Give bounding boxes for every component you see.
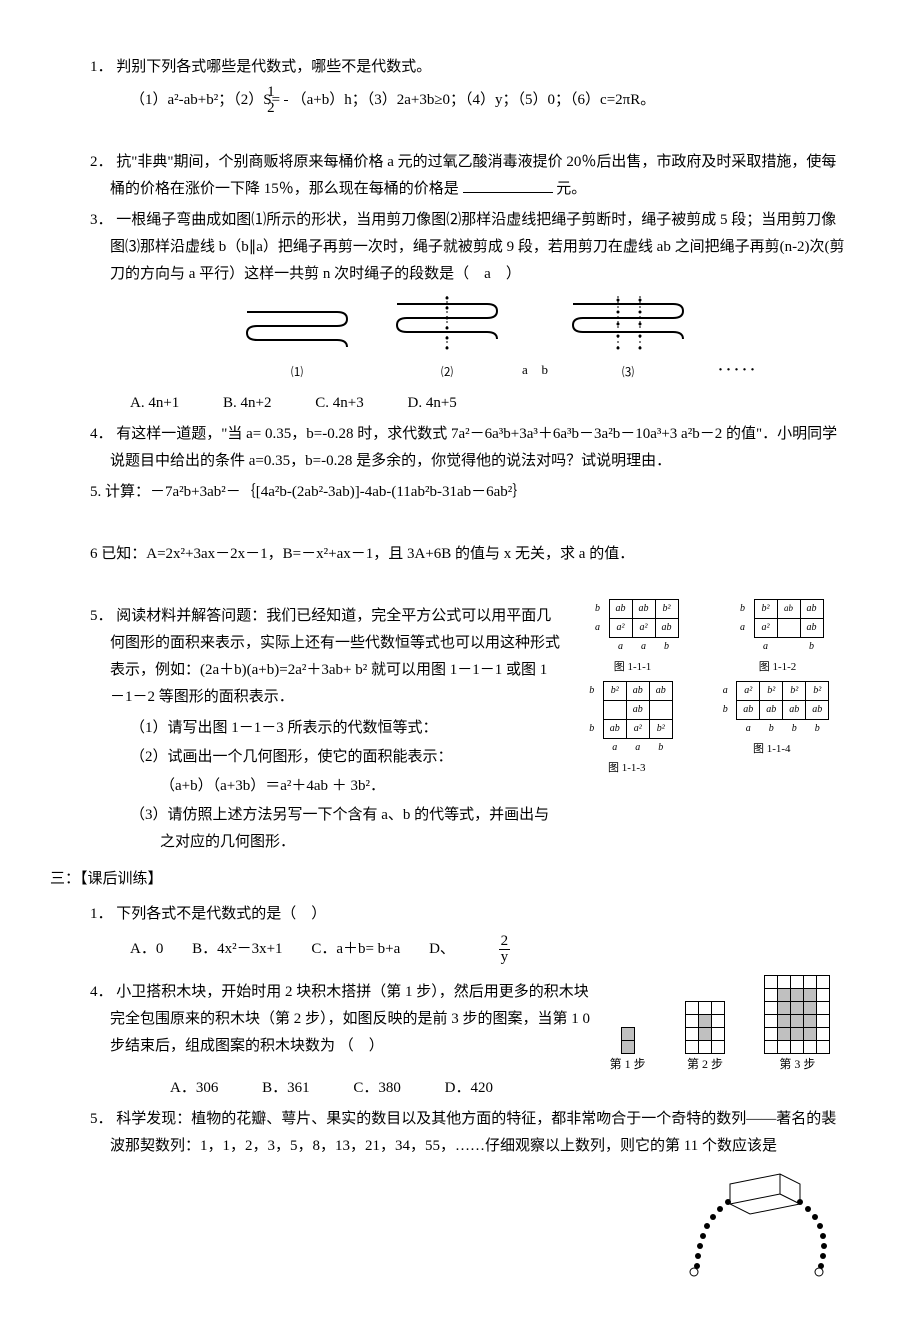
rope-fig-3: ⑶ xyxy=(568,294,688,384)
p6-s1: （1）请写出图 1－1－3 所表示的代数恒等式： xyxy=(130,715,560,742)
rope-2-label: ⑵ xyxy=(392,362,502,384)
train-1: 1． 下列各式不是代数式的是（ ） xyxy=(90,901,850,928)
block-figures: 第 1 步 第 2 步 xyxy=(590,975,850,1076)
p2-num: 2． xyxy=(90,154,113,170)
t4-opt-b: B．361 xyxy=(262,1075,310,1102)
fig-1-1-1: bababb² aa²a²ab aab 图 1-1-1 xyxy=(587,599,679,678)
t4-opt-a: A．306 xyxy=(170,1075,218,1102)
area-figures: bababb² aa²a²ab aab 图 1-1-1 bb²abab aa²a… xyxy=(560,599,850,858)
p1-sub-b: （a+b）h；（3）2a+3b≥0；（4）y；（5）0；（6）c=2πR。 xyxy=(292,92,656,108)
problem-4: 4． 有这样一道题，"当 a= 0.35，b=-0.28 时，求代数式 7a²－… xyxy=(90,421,850,475)
t5-text: 科学发现：植物的花瓣、萼片、果实的数目以及其他方面的特征，都非常吻合于一个奇特的… xyxy=(110,1111,836,1154)
t1-opt-c: C．a＋b= b+a xyxy=(311,936,400,963)
rope-figures-row: ⑴ ⑵ a b ⑶ ····· xyxy=(70,294,850,384)
p3-opt-a: A. 4n+1 xyxy=(130,390,179,417)
p3-opt-d: D. 4n+5 xyxy=(407,390,456,417)
p1-num: 1． xyxy=(90,59,113,75)
rope-1-label: ⑴ xyxy=(242,362,352,384)
t4-text: 小卫搭积木块，开始时用 2 块积木搭拼（第 1 步），然后用更多的积木块完全包围… xyxy=(110,984,590,1054)
p6-num: 5． xyxy=(90,608,113,624)
frac-den: 2 xyxy=(284,101,288,116)
problem-5-calc: 5. 计算：－7a²b+3ab²－｛[4a²b-(2ab²-3ab)]-4ab-… xyxy=(90,479,850,506)
step-1-fig: 第 1 步 xyxy=(610,1027,646,1076)
figcap-2: 图 1-1-2 xyxy=(732,658,824,678)
t1-opt-b: B．4x²－3x+1 xyxy=(192,936,282,963)
t4-opt-d: D．420 xyxy=(445,1075,493,1102)
t1-text: 下列各式不是代数式的是（ ） xyxy=(116,906,326,922)
problem-2: 2． 抗"非典"期间，个别商贩将原来每桶价格 a 元的过氧乙酸消毒液提价 20％… xyxy=(90,149,850,203)
rope-3-label: ⑶ xyxy=(568,362,688,384)
p6-s2a: （2）试画出一个几何图形，使它的面积能表示： xyxy=(130,744,560,771)
p1-text: 判别下列各式哪些是代数式，哪些不是代数式。 xyxy=(116,59,431,75)
p4-num: 4． xyxy=(90,426,113,442)
p3-options: A. 4n+1 B. 4n+2 C. 4n+3 D. 4n+5 xyxy=(130,390,850,417)
fraction-half: 1 2 xyxy=(284,85,288,116)
problem-3: 3． 一根绳子弯曲成如图⑴所示的形状，当用剪刀像图⑵那样沿虚线把绳子剪断时，绳子… xyxy=(90,207,850,288)
problem-1: 1． 判别下列各式哪些是代数式，哪些不是代数式。 xyxy=(90,54,850,81)
problem-6: 6 已知：A=2x²+3ax－2x－1，B=－x²+ax－1，且 3A+6B 的… xyxy=(90,541,850,568)
problem-reading: 5． 阅读材料并解答问题：我们已经知道，完全平方公式可以用平面几何图形的面积来表… xyxy=(70,599,850,858)
train-4: 4． 小卫搭积木块，开始时用 2 块积木搭拼（第 1 步），然后用更多的积木块完… xyxy=(70,975,850,1076)
p3-num: 3． xyxy=(90,212,113,228)
frac-num: 1 xyxy=(284,85,288,101)
t1-options: A．0 B．4x²－3x+1 C．a＋b= b+a D、 2 y xyxy=(130,934,850,965)
train-5: 5． 科学发现：植物的花瓣、萼片、果实的数目以及其他方面的特征，都非常吻合于一个… xyxy=(90,1106,850,1160)
p6-intro: 阅读材料并解答问题：我们已经知道，完全平方公式可以用平面几何图形的面积来表示，实… xyxy=(110,608,560,705)
figcap-4: 图 1-1-4 xyxy=(714,740,829,760)
fig-1-1-2: bb²abab aa²ab ab 图 1-1-2 xyxy=(732,599,824,678)
step-1-label: 第 1 步 xyxy=(610,1054,646,1076)
p3-text: 一根绳子弯曲成如图⑴所示的形状，当用剪刀像图⑵那样沿虚线把绳子剪断时，绳子被剪成… xyxy=(110,212,845,282)
rope-2-svg xyxy=(392,294,502,352)
p5-text: 计算：－7a²b+3ab²－｛[4a²b-(2ab²-3ab)]-4ab-(11… xyxy=(105,484,527,500)
frac-num-2: 2 xyxy=(499,934,511,950)
ellipsis-dots: ····· xyxy=(718,357,758,384)
necklace-figure xyxy=(670,1164,850,1294)
step-2-fig: 第 2 步 xyxy=(685,1001,725,1076)
step-3-label: 第 3 步 xyxy=(764,1054,830,1076)
page: 1． 判别下列各式哪些是代数式，哪些不是代数式。 （1）a²-ab+b²；（2）… xyxy=(70,54,850,1294)
p5b-num: 6 xyxy=(90,546,98,562)
blank-field[interactable] xyxy=(463,177,553,193)
t1-num: 1． xyxy=(90,906,113,922)
p5-num: 5. xyxy=(90,484,101,500)
step-3-fig: 第 3 步 xyxy=(764,975,830,1076)
t4-num: 4． xyxy=(90,984,113,1000)
fig-a-label: a xyxy=(522,362,528,377)
p2-text2: 元。 xyxy=(556,181,586,197)
t4-options: A．306 B．361 C．380 D．420 xyxy=(170,1075,850,1102)
p1-sub: （1）a²-ab+b²；（2）S= 1 2 （a+b）h；（3）2a+3b≥0；… xyxy=(130,85,850,116)
p6-s3: （3）请仿照上述方法另写一下个含有 a、b 的代等式，并画出与之对应的几何图形． xyxy=(130,802,560,856)
rope-1-svg xyxy=(242,302,352,352)
t1-opt-d: D、 xyxy=(429,936,455,963)
p3-opt-b: B. 4n+2 xyxy=(223,390,271,417)
rope-3-svg xyxy=(568,294,688,352)
fig-1-1-3: bb²abab ab baba²b² aab 图 1-1-3 xyxy=(581,681,673,779)
t5-num: 5． xyxy=(90,1111,113,1127)
p3-opt-c: C. 4n+3 xyxy=(315,390,363,417)
p4-text: 有这样一道题，"当 a= 0.35，b=-0.28 时，求代数式 7a²－6a³… xyxy=(110,426,837,469)
t4-opt-c: C．380 xyxy=(353,1075,401,1102)
figcap-3: 图 1-1-3 xyxy=(581,759,673,779)
rope-fig-2: ⑵ xyxy=(392,294,502,384)
fig-1-1-4: aa²b²b²b² babababab abbb 图 1-1-4 xyxy=(714,681,829,779)
fraction-2y: 2 y xyxy=(499,934,551,965)
p5b-text: 已知：A=2x²+3ax－2x－1，B=－x²+ax－1，且 3A+6B 的值与… xyxy=(101,546,634,562)
step-2-label: 第 2 步 xyxy=(685,1054,725,1076)
t1-opt-a: A．0 xyxy=(130,936,163,963)
p6-s2b: （a+b）（a+3b）＝a²＋4ab ＋ 3b²． xyxy=(160,773,560,800)
fig-b-label: b xyxy=(542,362,549,377)
section-3-heading: 三：【课后训练】 xyxy=(50,866,850,893)
frac-den-y: y xyxy=(499,950,511,965)
rope-fig-1: ⑴ xyxy=(242,302,352,384)
p1-sub-a: （1）a²-ab+b²；（2）S= xyxy=(130,92,280,108)
figcap-1: 图 1-1-1 xyxy=(587,658,679,678)
